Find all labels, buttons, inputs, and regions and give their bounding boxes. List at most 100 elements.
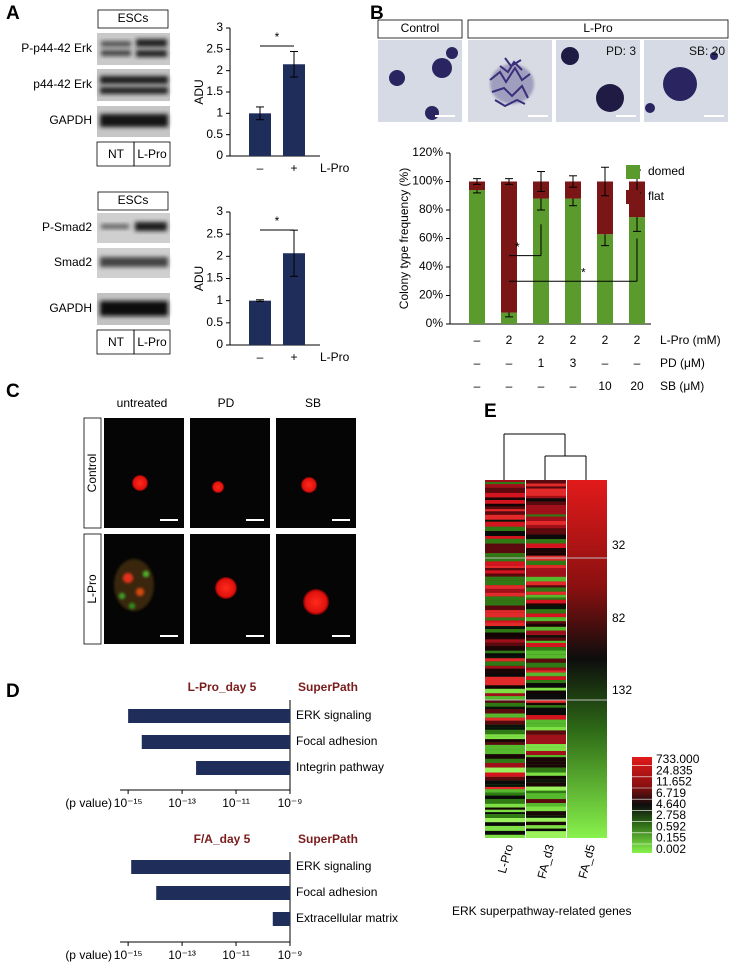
heatmap-stripe [526, 705, 566, 708]
heatmap-stripe [526, 545, 566, 549]
heatmap-stripe [526, 707, 566, 712]
heatmap-stripe [485, 588, 525, 593]
colony [303, 589, 329, 615]
heatmap-stripe [485, 585, 525, 589]
y-tick-label: 80% [419, 202, 443, 216]
heatmap-stripe [526, 739, 566, 745]
panel-label: B [370, 3, 384, 24]
bar-segment [469, 181, 485, 191]
heatmap-stripe [526, 623, 566, 627]
image [276, 418, 356, 528]
bar [272, 912, 290, 926]
image [190, 418, 270, 528]
heatmap-stripe [485, 503, 525, 507]
heatmap-stripe [485, 729, 525, 735]
heatmap-stripe [485, 727, 525, 730]
colony [561, 47, 579, 65]
colony-spot [119, 593, 125, 599]
heatmap-stripe [526, 806, 566, 812]
heatmap-stripe [485, 812, 525, 815]
condition-value: 2 [538, 333, 545, 347]
heatmap-stripe [526, 670, 566, 673]
bar [131, 860, 290, 874]
heatmap-stripe [485, 803, 525, 808]
column-label: PD [218, 396, 235, 410]
heatmap-stripe [526, 702, 566, 706]
colony-spot [136, 588, 144, 596]
color-scale-label: 24.835 [656, 763, 693, 777]
category-label: Focal adhesion [296, 885, 377, 899]
heatmap-stripe [485, 673, 525, 677]
heatmap-stripe [526, 568, 566, 573]
heatmap-stripe [526, 734, 566, 740]
heatmap-stripe [485, 596, 525, 601]
y-tick-label: 60% [419, 231, 443, 245]
heatmap-stripe [485, 568, 525, 571]
chart-title: L-Pro_day 5 [188, 680, 257, 694]
heatmap-stripe [485, 699, 525, 703]
heatmap-stripe [526, 828, 566, 832]
y-tick-label: 2.5 [206, 42, 223, 56]
heatmap-stripe [485, 526, 525, 532]
column-label: L-Pro [495, 843, 516, 875]
blot-band [136, 39, 167, 47]
heatmap-stripe [485, 576, 525, 581]
blot-lane-label: NT [108, 335, 125, 349]
heatmap-stripe [526, 486, 566, 489]
heatmap-stripe [485, 834, 525, 838]
bar [196, 761, 290, 775]
heatmap-stripe [526, 642, 566, 648]
heatmap-stripe [526, 650, 566, 655]
blot-row-label: Smad2 [54, 255, 92, 269]
condition-label: SB (μM) [660, 379, 704, 393]
legend-label: domed [648, 164, 685, 178]
heatmap-stripe [485, 807, 525, 810]
heatmap-stripes [485, 480, 566, 838]
heatmap-stripe [526, 597, 566, 600]
colony [645, 103, 655, 113]
heatmap-stripe [526, 782, 566, 787]
heatmap-stripe [526, 755, 566, 758]
y-tick-label: 120% [412, 145, 443, 159]
colony [446, 47, 458, 59]
heatmap-stripe [526, 761, 566, 765]
heatmap-stripe [485, 744, 525, 750]
blot-band [100, 76, 168, 84]
condition-value: 10 [598, 379, 612, 393]
heatmap-stripe [526, 534, 566, 540]
bar-segment [501, 181, 517, 313]
column-label: SB [305, 396, 321, 410]
x-axis-label: (p value) [65, 796, 112, 810]
micrograph-header: Control [401, 21, 440, 35]
heatmap-stripe [526, 730, 566, 735]
x-axis-label: L-Pro [320, 161, 350, 175]
colony [425, 106, 439, 120]
color-scale-label: 733.000 [656, 752, 700, 766]
condition-value: – [538, 379, 545, 393]
heatmap-stripe [526, 723, 566, 727]
heatmap-stripe [485, 492, 525, 498]
y-tick-label: 1 [216, 106, 223, 120]
colony [432, 58, 452, 78]
heatmap-stripe [485, 573, 525, 577]
condition-value: – [474, 333, 481, 347]
heatmap-stripe [485, 713, 525, 718]
heatmap-stripe [526, 700, 566, 703]
bar-segment [533, 198, 549, 324]
heatmap-stripe [526, 693, 566, 698]
heatmap-stripe [526, 613, 566, 618]
colony-haze [114, 559, 154, 611]
blot-band [136, 50, 167, 57]
colony [132, 475, 148, 491]
heatmap-stripe [526, 576, 566, 582]
heatmap-stripe [526, 821, 566, 826]
heatmap-stripe [526, 790, 566, 794]
heatmap-stripe [485, 696, 525, 700]
heatmap-stripe [526, 524, 566, 529]
heatmap-stripe [526, 747, 566, 751]
heatmap-stripe [485, 762, 525, 768]
blot-header: ESCs [118, 193, 149, 207]
x-tick-label: 10⁻¹⁵ [114, 796, 143, 810]
heatmap-stripe [526, 483, 566, 487]
